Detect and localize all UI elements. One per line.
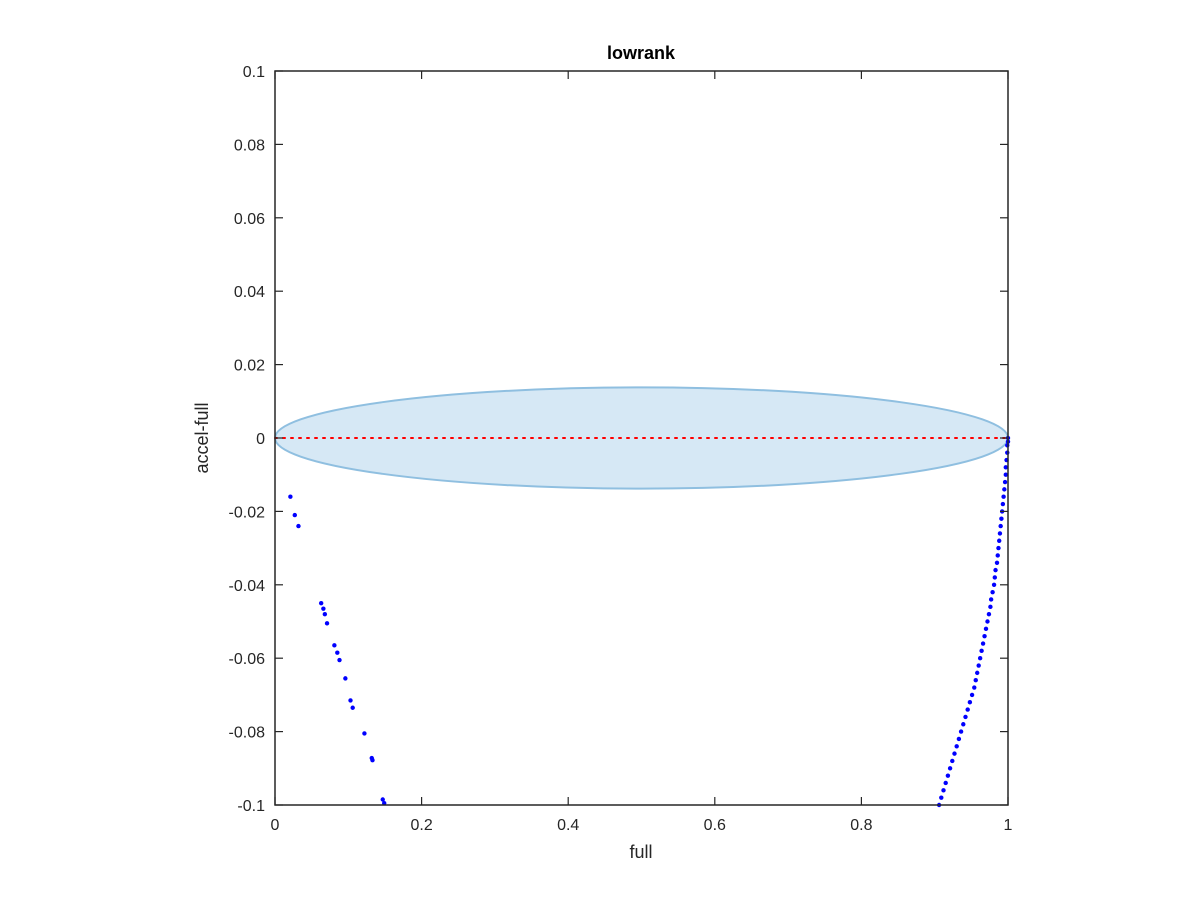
data-point — [980, 641, 986, 646]
y-tick-label: 0.08 — [234, 137, 265, 154]
data-point — [985, 619, 990, 624]
data-point — [939, 795, 944, 800]
data-point — [1001, 494, 1006, 499]
data-point — [1002, 479, 1008, 485]
data-point — [990, 589, 995, 595]
data-point — [332, 643, 337, 648]
data-point — [961, 722, 966, 727]
chart-title: lowrank — [607, 43, 676, 63]
data-point — [335, 650, 340, 655]
data-point — [975, 670, 980, 676]
data-point — [995, 553, 1000, 558]
x-tick-label: 0.6 — [704, 817, 726, 834]
data-point — [963, 714, 968, 720]
data-point — [988, 597, 994, 602]
x-tick-label: 1 — [1004, 817, 1013, 834]
data-point — [976, 663, 981, 668]
data-point — [947, 766, 953, 771]
x-tick-label: 0 — [271, 817, 280, 834]
data-point — [997, 538, 1002, 543]
data-point — [343, 676, 348, 681]
data-point — [986, 611, 992, 617]
data-point — [954, 744, 959, 749]
data-point — [972, 685, 977, 690]
x-tick-label: 0.4 — [557, 817, 579, 834]
data-point — [996, 545, 1001, 551]
data-point — [988, 604, 993, 610]
data-point — [998, 523, 1003, 529]
data-point — [322, 611, 328, 617]
x-axis-label: full — [629, 842, 652, 862]
data-point — [288, 494, 293, 499]
data-point — [941, 788, 946, 793]
data-point — [945, 773, 951, 778]
y-tick-label: -0.04 — [229, 578, 266, 595]
data-point — [950, 758, 955, 764]
x-tick-label: 0.8 — [850, 817, 872, 834]
data-point — [318, 600, 324, 606]
data-point — [993, 567, 998, 573]
data-point — [321, 606, 326, 611]
x-tick-label: 0.2 — [410, 817, 432, 834]
data-point — [380, 797, 385, 802]
y-tick-label: 0.02 — [234, 358, 265, 375]
y-tick-label: -0.02 — [229, 504, 266, 521]
data-point — [958, 729, 964, 734]
data-point — [1003, 465, 1009, 470]
data-point — [956, 736, 962, 742]
data-point — [296, 523, 301, 529]
data-point — [969, 692, 975, 698]
y-tick-label: -0.06 — [229, 651, 266, 668]
y-tick-label: -0.1 — [237, 798, 265, 815]
data-point — [977, 656, 983, 661]
y-tick-label: -0.08 — [229, 725, 266, 742]
axes: 0 0.2 0.4 0.6 0.8 1 0.1 0.08 0.06 0.04 0.02 0 -0.02 -… — [229, 64, 1013, 834]
data-point — [292, 512, 297, 518]
data-point — [991, 582, 997, 587]
data-point — [1003, 472, 1009, 477]
y-tick-label: 0 — [256, 431, 265, 448]
data-point — [1000, 501, 1006, 507]
data-point — [324, 621, 330, 626]
data-point — [943, 780, 948, 786]
y-tick-label: 0.1 — [243, 64, 265, 81]
y-tick-label: 0.04 — [234, 284, 265, 301]
data-point — [965, 707, 970, 712]
data-point — [350, 705, 355, 710]
data-point — [348, 698, 353, 703]
data-point — [994, 560, 1000, 565]
data-point — [337, 657, 342, 663]
data-point — [370, 758, 375, 763]
y-axis-label: accel-full — [192, 402, 212, 473]
data-point — [979, 648, 984, 654]
data-point — [999, 516, 1004, 521]
data-point — [952, 751, 957, 756]
data-point — [362, 731, 367, 736]
data-point — [1002, 487, 1007, 492]
data-point — [997, 531, 1003, 536]
data-point — [973, 678, 978, 683]
data-point — [992, 575, 998, 580]
data-point — [983, 626, 989, 632]
y-tick-label: 0.06 — [234, 211, 265, 228]
data-point — [967, 700, 973, 705]
data-point — [982, 633, 987, 639]
